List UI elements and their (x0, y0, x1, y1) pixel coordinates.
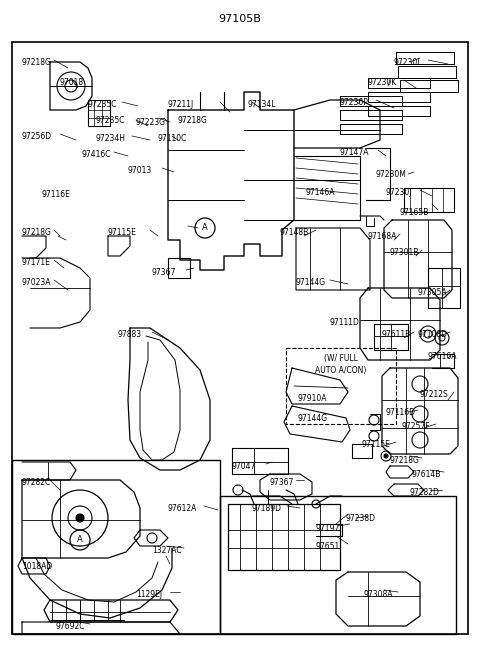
Text: 97171E: 97171E (22, 258, 51, 267)
Text: 97147A: 97147A (340, 148, 370, 157)
Text: 97110C: 97110C (158, 134, 187, 143)
Text: 97257F: 97257F (402, 422, 431, 431)
Text: 97197: 97197 (316, 524, 340, 533)
Text: 97189D: 97189D (252, 504, 282, 513)
Text: 97238D: 97238D (346, 514, 376, 523)
Text: 1129EJ: 1129EJ (136, 590, 162, 599)
Text: 97235C: 97235C (95, 116, 124, 125)
Text: 97134L: 97134L (248, 100, 276, 109)
Text: 97023A: 97023A (22, 278, 51, 287)
Text: 97047: 97047 (232, 462, 256, 471)
Text: 97234H: 97234H (95, 134, 125, 143)
Text: 97013: 97013 (128, 166, 152, 175)
Text: 97148B: 97148B (280, 228, 309, 237)
Text: 97218G: 97218G (178, 116, 208, 125)
Bar (220, 496, 456, 634)
Text: 97144G: 97144G (296, 278, 326, 287)
Text: AUTO A/CON): AUTO A/CON) (315, 366, 367, 375)
Text: 97416C: 97416C (82, 150, 111, 159)
Text: 97282D: 97282D (410, 488, 440, 497)
Text: 97218G: 97218G (390, 456, 420, 465)
Text: 97651: 97651 (316, 542, 340, 551)
Text: 97612A: 97612A (168, 504, 197, 513)
Text: 97256D: 97256D (22, 132, 52, 141)
Text: 97367: 97367 (270, 478, 294, 487)
Text: A: A (77, 535, 83, 544)
Text: 97168A: 97168A (368, 232, 397, 241)
Circle shape (76, 514, 84, 522)
Text: 97692C: 97692C (55, 622, 84, 631)
Bar (12, 460, 220, 634)
Text: 97367: 97367 (152, 268, 176, 277)
Text: 97223G: 97223G (135, 118, 165, 127)
Text: 97212S: 97212S (420, 390, 449, 399)
Text: 97108D: 97108D (418, 330, 448, 339)
Text: 97218G: 97218G (22, 58, 52, 67)
Text: 97230J: 97230J (385, 188, 411, 197)
Text: 1018AD: 1018AD (22, 562, 52, 571)
Text: 97018: 97018 (60, 78, 84, 87)
Text: 97146A: 97146A (306, 188, 336, 197)
Text: 97230L: 97230L (394, 58, 422, 67)
Text: 97116E: 97116E (42, 190, 71, 199)
Text: 97165B: 97165B (400, 208, 430, 217)
Text: (W/ FULL: (W/ FULL (324, 354, 358, 363)
Circle shape (384, 454, 388, 458)
Text: 97144G: 97144G (298, 414, 328, 423)
Text: 97230M: 97230M (376, 170, 407, 179)
Text: 97116D: 97116D (386, 408, 416, 417)
Text: 97230K: 97230K (368, 78, 397, 87)
Text: 97115E: 97115E (108, 228, 137, 237)
Text: 97105B: 97105B (218, 14, 262, 24)
Text: 97115E: 97115E (362, 440, 391, 449)
Text: 97111D: 97111D (330, 318, 360, 327)
Text: 97218G: 97218G (22, 228, 52, 237)
Text: 97282C: 97282C (22, 478, 51, 487)
Text: 1327AC: 1327AC (152, 546, 181, 555)
Bar (286, 348, 396, 424)
Text: A: A (202, 224, 208, 232)
Text: 97910A: 97910A (298, 394, 327, 403)
Text: 97301B: 97301B (390, 248, 420, 257)
Text: 97616A: 97616A (428, 352, 457, 361)
Text: 97211J: 97211J (168, 100, 194, 109)
Text: 97611B: 97611B (382, 330, 411, 339)
Text: 97230P: 97230P (340, 98, 369, 107)
Text: 97308A: 97308A (364, 590, 394, 599)
Text: 97235C: 97235C (88, 100, 118, 109)
Text: 97305A: 97305A (418, 288, 448, 297)
Text: 97614B: 97614B (412, 470, 442, 479)
Text: 97883: 97883 (118, 330, 142, 339)
